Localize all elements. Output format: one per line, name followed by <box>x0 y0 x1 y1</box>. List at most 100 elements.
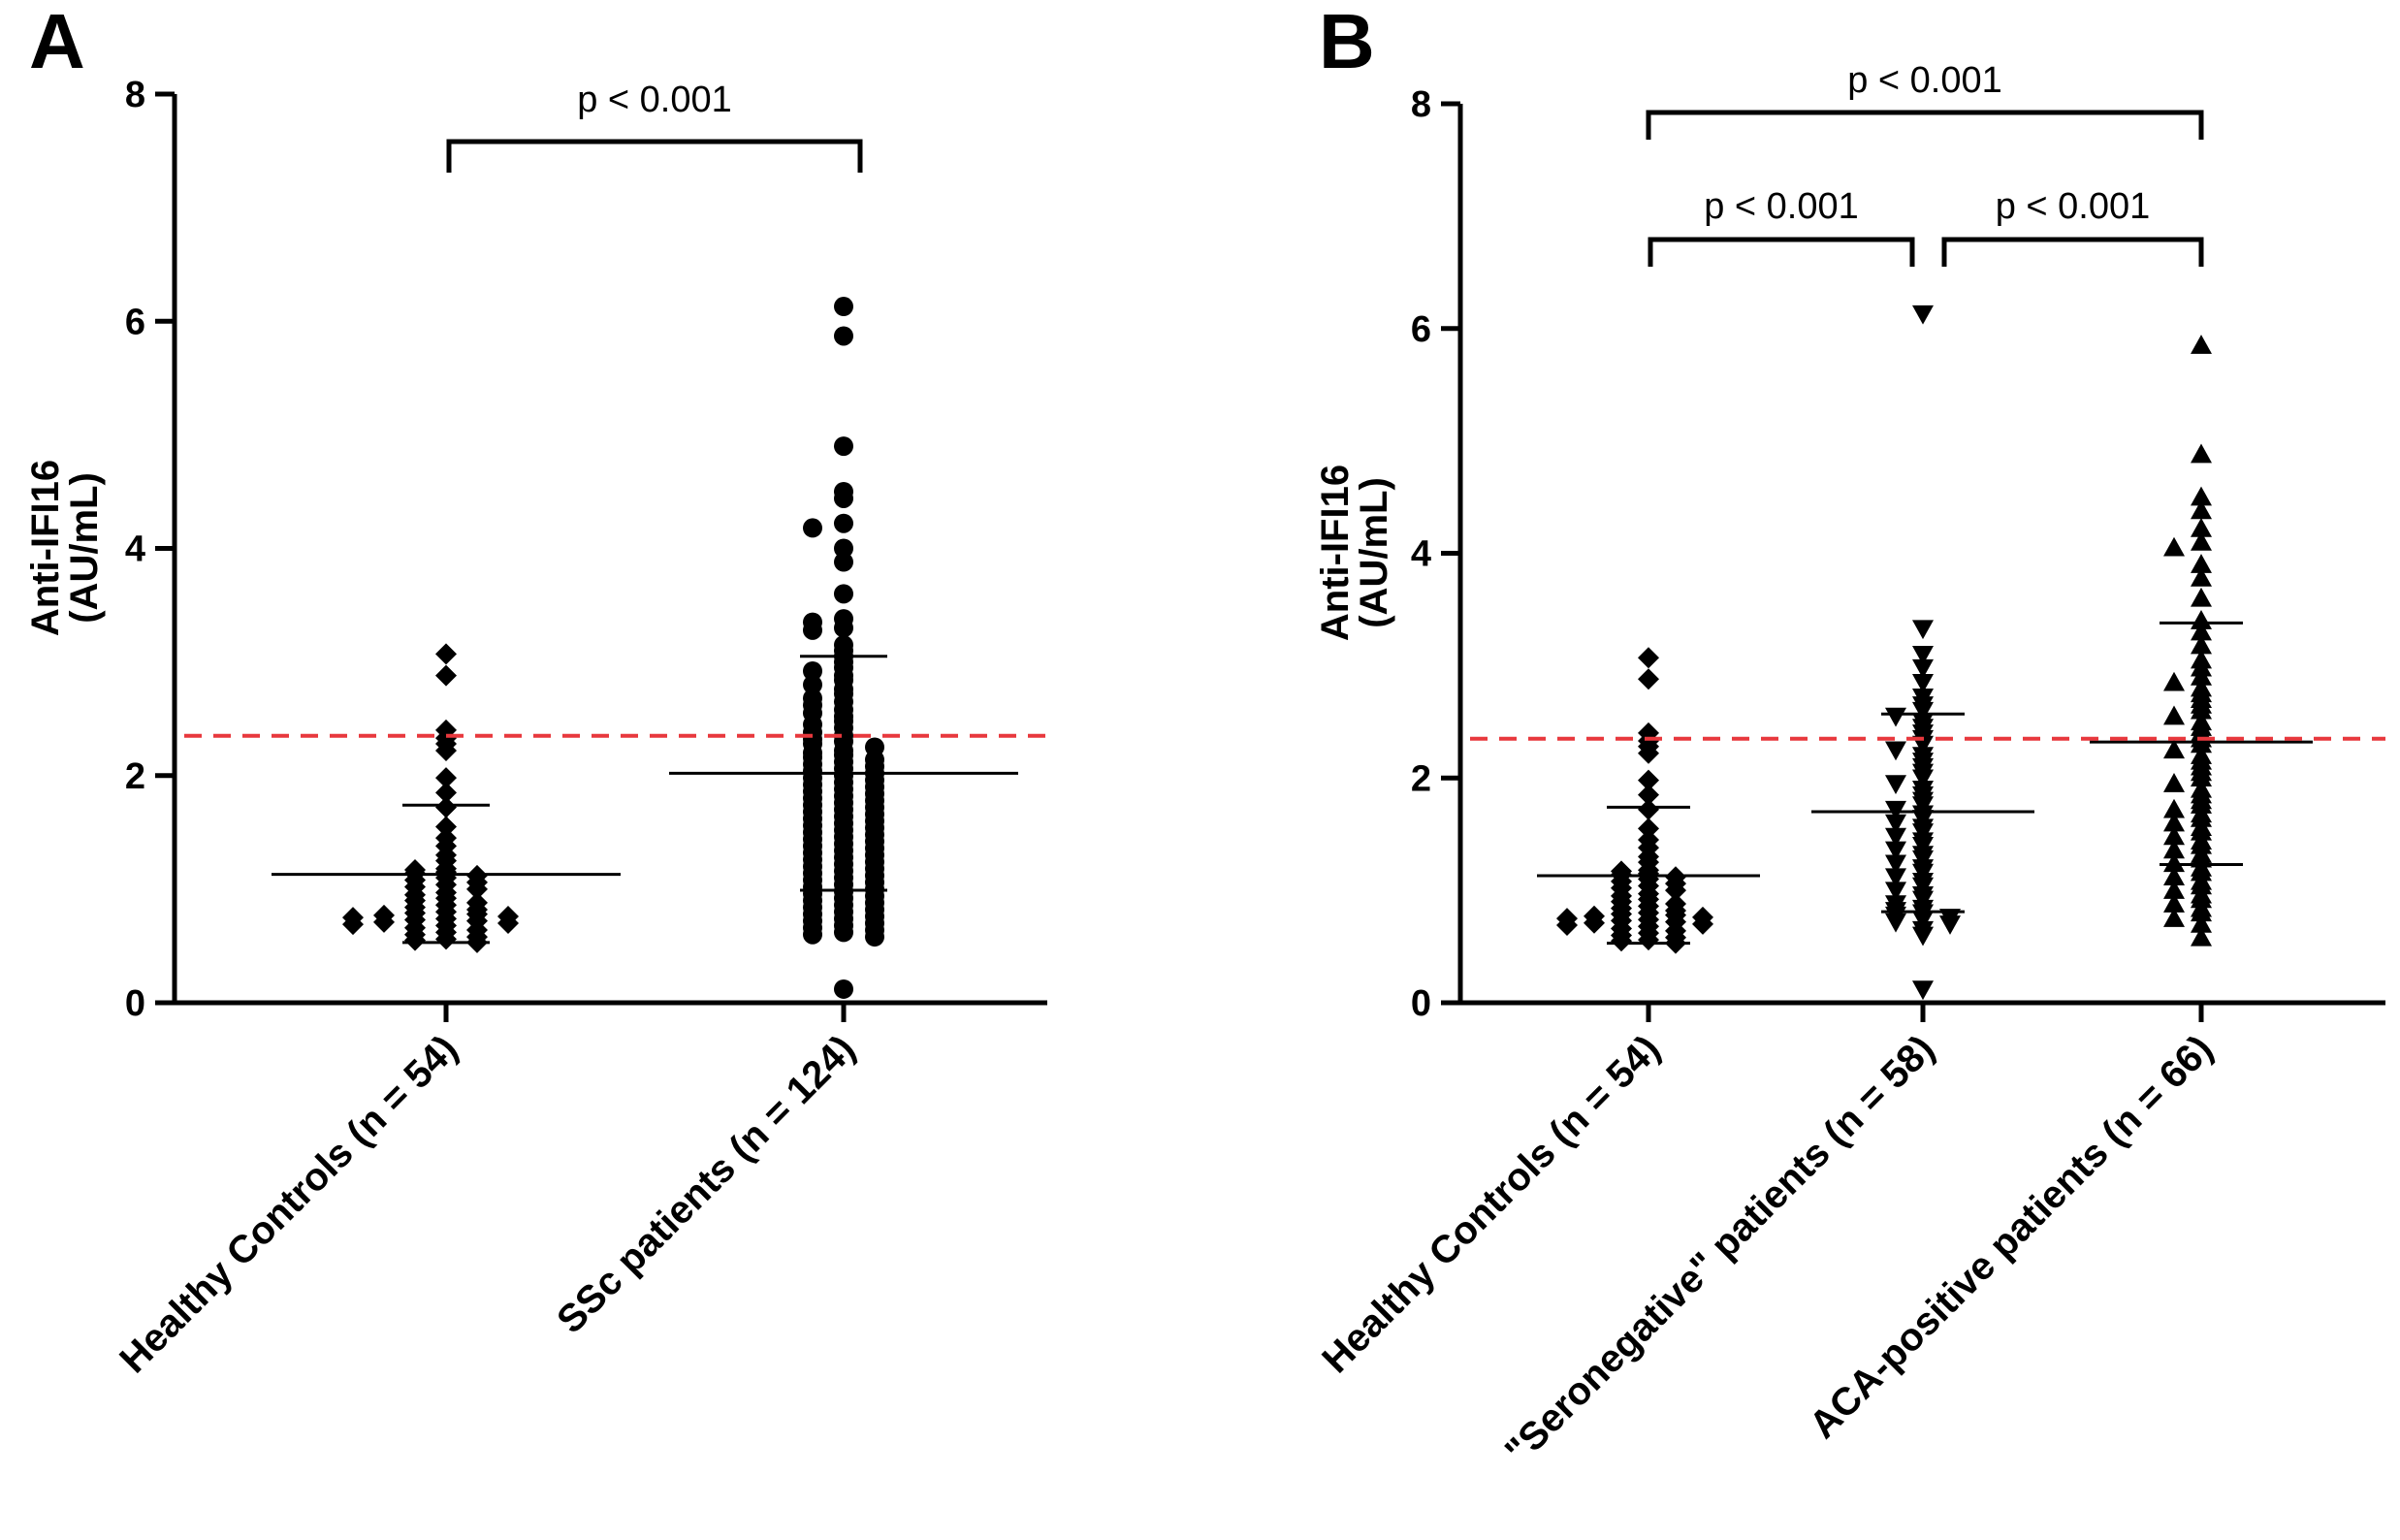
data-point <box>2191 335 2212 354</box>
data-point <box>2163 536 2185 557</box>
data-point <box>803 660 822 681</box>
data-point <box>803 518 822 538</box>
data-point <box>435 643 457 665</box>
data-point <box>435 782 457 804</box>
data-point <box>435 664 457 687</box>
data-point <box>1885 814 1906 834</box>
significance-bracket <box>1646 110 2204 140</box>
data-point <box>1638 668 1659 690</box>
x-category-label: Healthy Controls (n = 54) <box>112 1027 465 1381</box>
data-point <box>2163 812 2185 832</box>
data-point <box>1912 673 1934 693</box>
data-point <box>2191 518 2212 537</box>
data-point <box>1885 707 1906 727</box>
y-tick-label: 4 <box>1411 534 1431 575</box>
data-point <box>2163 739 2185 759</box>
x-category-label: SSc patients (n = 124) <box>549 1027 863 1341</box>
significance-bracket <box>1941 237 2204 267</box>
data-point <box>435 739 457 761</box>
data-point <box>1912 911 1934 931</box>
data-point <box>1912 701 1934 722</box>
significance-bracket <box>1648 237 1915 267</box>
data-point <box>2191 554 2212 573</box>
data-point <box>1912 658 1934 679</box>
y-tick-label: 0 <box>125 983 145 1024</box>
data-point <box>834 538 853 559</box>
data-point <box>2163 798 2185 818</box>
y-axis-label: Anti-IFI16 <box>1314 465 1357 641</box>
data-point <box>2163 908 2185 927</box>
significance-bracket <box>446 139 863 173</box>
data-point <box>1638 647 1659 669</box>
data-point <box>834 436 853 457</box>
data-point <box>2191 530 2212 551</box>
data-point <box>1638 742 1659 764</box>
data-point <box>834 618 853 638</box>
data-point <box>2163 671 2185 691</box>
y-axis-label: (AU/mL) <box>63 472 106 624</box>
p-value-label: p < 0.001 <box>1996 186 2151 227</box>
data-point <box>1665 880 1686 902</box>
data-point <box>2191 902 2212 922</box>
data-point <box>1912 645 1934 665</box>
data-point <box>834 513 853 533</box>
data-point <box>1912 305 1934 325</box>
data-point <box>1692 913 1713 935</box>
data-point <box>1939 915 1961 935</box>
data-point <box>1885 775 1906 795</box>
data-point <box>2163 866 2185 886</box>
panel-a-label: A <box>29 0 85 84</box>
data-point <box>2163 705 2185 725</box>
data-point <box>1912 980 1934 1001</box>
data-point <box>1638 784 1659 806</box>
panel-b-label: B <box>1319 0 1375 84</box>
data-point <box>2163 880 2185 899</box>
data-point <box>2163 773 2185 792</box>
data-point <box>865 927 884 947</box>
data-point <box>2191 610 2212 629</box>
data-point <box>435 767 457 789</box>
y-tick-label: 6 <box>125 302 145 342</box>
data-point <box>2163 839 2185 859</box>
data-point <box>834 922 853 943</box>
data-point <box>1885 827 1906 848</box>
p-value-label: p < 0.001 <box>1704 186 1859 227</box>
data-point <box>342 914 364 936</box>
data-point <box>1611 930 1632 952</box>
data-point <box>1885 741 1906 761</box>
data-point <box>2163 825 2185 846</box>
data-point <box>834 326 853 346</box>
y-tick-label: 6 <box>1411 309 1431 350</box>
data-point <box>1885 913 1906 933</box>
data-point <box>1638 769 1659 791</box>
data-point <box>1885 841 1906 861</box>
data-point <box>404 929 426 951</box>
data-point <box>2163 852 2185 873</box>
data-point <box>803 924 822 945</box>
p-value-label: p < 0.001 <box>1847 60 2002 101</box>
data-point <box>2191 913 2212 933</box>
data-point <box>834 979 853 999</box>
data-point <box>2191 499 2212 520</box>
data-point <box>834 297 853 317</box>
y-tick-label: 0 <box>1411 983 1431 1024</box>
data-point <box>2191 587 2212 607</box>
x-category-label: "Seronegative" patients (n = 58) <box>1497 1027 1943 1473</box>
data-point <box>803 675 822 695</box>
y-tick-label: 8 <box>125 75 145 115</box>
y-tick-label: 2 <box>1411 758 1431 799</box>
data-point <box>2191 486 2212 506</box>
data-point <box>1885 868 1906 888</box>
y-tick-label: 4 <box>125 529 145 570</box>
data-point <box>2163 893 2185 913</box>
p-value-label: p < 0.001 <box>577 80 732 120</box>
data-point <box>497 913 519 935</box>
data-point <box>834 488 853 508</box>
y-axis-label: Anti-IFI16 <box>24 460 67 636</box>
data-point <box>1885 882 1906 902</box>
data-point <box>834 552 853 572</box>
data-point <box>1912 620 1934 640</box>
data-point <box>1912 926 1934 946</box>
